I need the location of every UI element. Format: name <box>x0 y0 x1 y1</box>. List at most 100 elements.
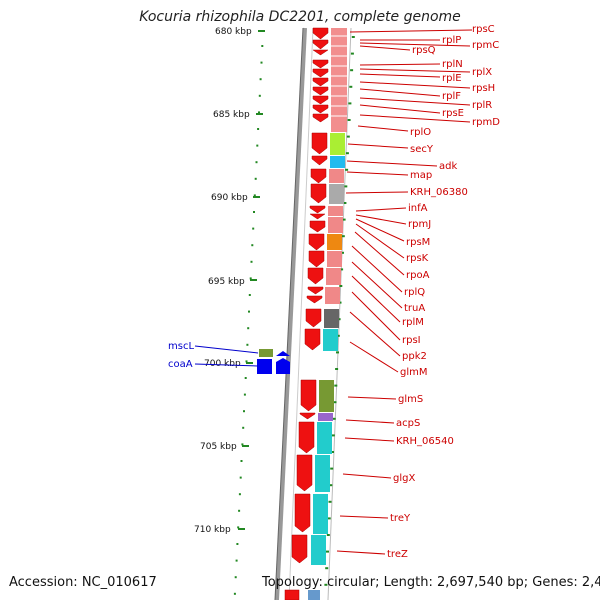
gene-label: acpS <box>396 418 420 429</box>
gene-arrow <box>312 68 329 78</box>
gene-arrow <box>305 308 322 328</box>
scale-dot <box>347 119 351 121</box>
scale-dot <box>247 327 250 330</box>
scale-dot <box>345 168 349 171</box>
scale-dot <box>239 476 242 479</box>
scale-dot <box>250 260 253 263</box>
scale-dot <box>331 451 334 453</box>
accession-label: Accession: NC_010617 <box>9 575 157 590</box>
tick-label: 680 kbp <box>215 27 252 37</box>
scale-dot <box>258 94 261 97</box>
scale-dot <box>257 128 260 130</box>
scale-track <box>233 45 264 595</box>
gene-label: rpmJ <box>408 219 431 230</box>
gene-arrows <box>284 27 329 600</box>
scale-dot <box>253 194 256 197</box>
gene-arrow <box>284 589 300 600</box>
scale-dot <box>237 526 240 529</box>
feature-block <box>323 329 338 351</box>
gene-label: glgX <box>393 473 415 484</box>
scale-dot <box>325 567 329 570</box>
gene-arrow <box>309 220 326 233</box>
scale-dot <box>350 69 354 72</box>
gene-arrow <box>312 104 329 114</box>
gene-label: rpsC <box>472 24 495 35</box>
scale-dot <box>328 500 332 503</box>
gene-label: treZ <box>387 549 408 560</box>
scale-dot <box>324 583 328 586</box>
gene-arrow <box>310 183 327 204</box>
tick-label: 710 kbp <box>194 525 231 535</box>
scale-dot <box>327 517 331 520</box>
gene-arrow <box>312 86 329 96</box>
scale-dot <box>339 285 343 287</box>
gene-label: coaA <box>168 359 193 370</box>
scale-dot <box>253 211 255 213</box>
scale-dot <box>349 85 353 88</box>
feature-block <box>328 217 343 233</box>
feature-block <box>319 380 334 412</box>
feature-track <box>308 28 347 600</box>
feature-block <box>326 268 341 285</box>
gene-arrow <box>306 295 323 304</box>
gene-arrow <box>312 27 329 40</box>
scale-dot <box>329 484 333 487</box>
scale-dot <box>335 368 339 370</box>
scale-dot <box>246 343 249 346</box>
scale-dot <box>259 78 262 81</box>
tick-label: 705 kbp <box>200 442 237 452</box>
gene-arrow <box>276 358 290 374</box>
feature-block <box>259 349 273 357</box>
gene-label: rplX <box>472 67 492 78</box>
scale-dot <box>341 235 345 238</box>
scale-dot <box>332 417 336 420</box>
scale-dot <box>351 36 355 38</box>
feature-block <box>327 251 342 267</box>
gene-label: secY <box>410 144 434 155</box>
scale-dot <box>260 61 263 64</box>
scale-dot <box>233 592 236 595</box>
scale-dot <box>240 460 243 462</box>
scale-dot <box>251 244 254 247</box>
scale-dot <box>252 227 255 230</box>
feature-block <box>325 287 340 304</box>
gene-arrow <box>310 168 327 184</box>
scale-dot <box>234 576 237 579</box>
gene-label: rpsE <box>442 108 464 119</box>
scale-dot <box>236 543 239 545</box>
gene-label: KRH_06540 <box>396 436 454 447</box>
scale-dot <box>235 559 238 562</box>
scale-dot <box>242 426 245 429</box>
gene-arrow <box>312 59 329 69</box>
scale-dot <box>336 351 339 354</box>
scale-dot <box>348 102 352 105</box>
genome-summary: Topology: circular; Length: 2,697,540 bp… <box>262 575 600 590</box>
gene-label: rplF <box>442 91 461 102</box>
gene-label: rplE <box>442 73 462 84</box>
gene-arrow <box>300 379 317 412</box>
scale-dot <box>261 45 264 47</box>
gene-label: KRH_06380 <box>410 187 468 198</box>
scale-dot <box>336 334 340 337</box>
scale-dot <box>256 144 259 147</box>
gene-label: rplN <box>442 59 463 70</box>
gene-label: rplM <box>402 317 424 328</box>
gene-label: rpmC <box>472 40 499 51</box>
gene-arrow <box>308 250 325 268</box>
gene-arrow <box>309 213 326 220</box>
tick-label: 685 kbp <box>213 110 250 120</box>
scale-dot <box>344 185 348 188</box>
gene-label: rpsM <box>406 237 430 248</box>
feature-block <box>324 309 339 328</box>
scale-dot <box>342 218 346 221</box>
scale-dot <box>238 509 241 512</box>
gene-label: ppk2 <box>402 351 427 362</box>
scale-dot <box>326 550 329 553</box>
scale-dot <box>243 410 245 413</box>
scale-dot <box>343 202 347 204</box>
gene-arrow <box>312 95 329 105</box>
gene-label: rplQ <box>404 287 425 298</box>
feature-block <box>313 494 328 534</box>
gene-arrow <box>309 205 326 214</box>
